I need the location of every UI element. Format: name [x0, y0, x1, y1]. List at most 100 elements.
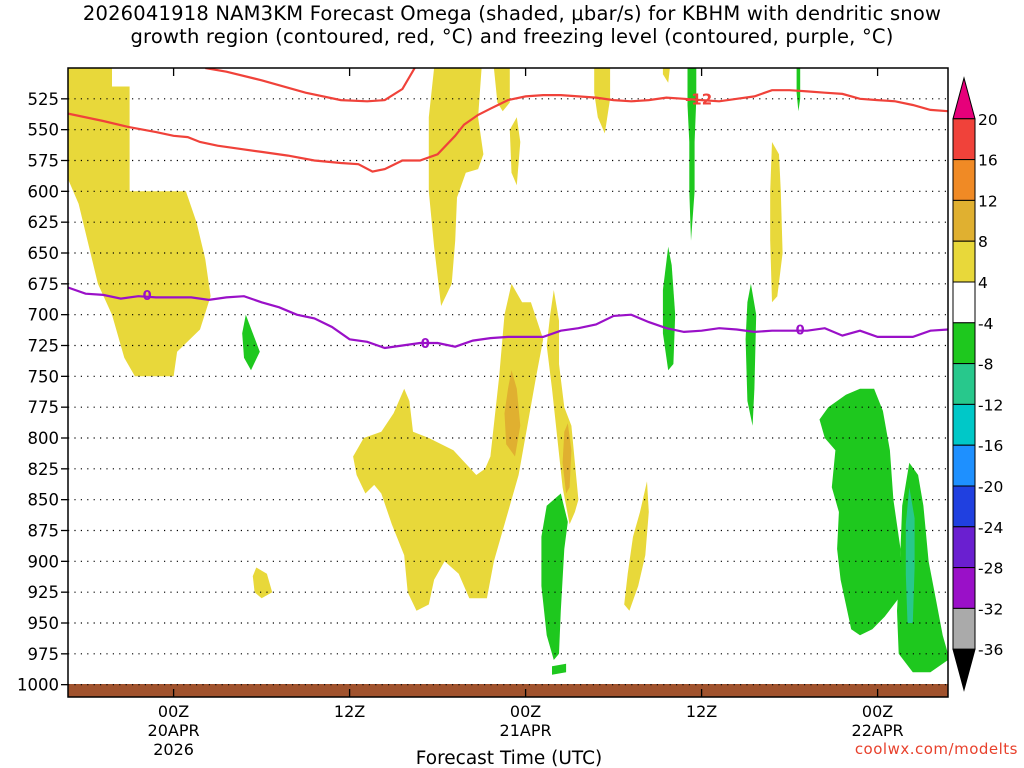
y-tick-label: 900	[28, 552, 60, 571]
colorbar-bin	[952, 526, 976, 569]
x-tick-label: 00Z	[862, 702, 893, 721]
y-tick-label: 725	[28, 337, 60, 356]
omega-region	[897, 462, 948, 673]
x-tick-label: 00Z	[510, 702, 541, 721]
y-tick-label: 950	[28, 614, 60, 633]
y-tick-label: 975	[28, 645, 60, 664]
colorbar-bin	[952, 159, 976, 201]
colorbar-label: -16	[978, 437, 1003, 455]
colorbar-label: -28	[978, 560, 1003, 578]
x-tick-label: 00Z	[158, 702, 189, 721]
dgz-label: -12	[685, 90, 712, 108]
colorbar-bin	[952, 363, 976, 405]
freezing-level-label: 0	[421, 337, 430, 352]
ground-strip	[68, 684, 948, 697]
y-tick-label: 675	[28, 275, 60, 294]
colorbar-bin	[952, 444, 976, 487]
omega-region	[819, 388, 901, 636]
colorbar-bin	[952, 485, 976, 528]
omega-region	[242, 314, 260, 371]
dgz-contour	[205, 68, 416, 103]
colorbar: 20 16 12 8 4 -4 -8 -12 -16 -20 -24 -28 -32 -36	[952, 76, 1003, 692]
x-tick-label: 12Z	[686, 702, 717, 721]
y-tick-label: 1000	[17, 676, 59, 695]
colorbar-label: 4	[978, 274, 988, 292]
omega-region	[541, 493, 568, 660]
omega-region	[353, 283, 544, 611]
title-line-2: growth region (contoured, red, °C) and f…	[130, 25, 894, 48]
colorbar-bin	[952, 567, 976, 609]
colorbar-bin	[952, 322, 976, 365]
y-tick-label: 525	[28, 90, 60, 109]
omega-region	[796, 68, 801, 112]
y-tick-label: 825	[28, 460, 60, 479]
x-tick-date: 20APR	[148, 721, 200, 740]
ground-layer	[68, 684, 948, 697]
x-tick-year: 2026	[153, 740, 194, 759]
omega-shading	[68, 68, 948, 675]
y-tick-label: 800	[28, 429, 60, 448]
title-line-1: 2026041918 NAM3KM Forecast Omega (shaded…	[82, 2, 942, 25]
y-tick-label: 775	[28, 398, 60, 417]
omega-region	[624, 481, 649, 611]
colorbar-bottom-arrow	[952, 648, 976, 692]
omega-region	[504, 370, 521, 457]
colorbar-label: -32	[978, 600, 1003, 618]
freezing-level-label: 0	[143, 289, 152, 304]
omega-region	[770, 142, 783, 303]
colorbar-label: -8	[978, 356, 993, 374]
colorbar-bin	[952, 403, 976, 446]
contour-lines: -12 0 0 0	[68, 68, 948, 352]
colorbar-bin	[952, 281, 976, 324]
colorbar-label: -20	[978, 478, 1003, 496]
y-tick-label: 875	[28, 522, 60, 541]
omega-region	[428, 68, 484, 306]
colorbar-label: 12	[978, 192, 998, 210]
plot-frame	[67, 67, 949, 698]
omega-region	[252, 567, 273, 599]
colorbar-bin	[952, 118, 976, 161]
colorbar-bin	[952, 199, 976, 242]
omega-region	[662, 246, 676, 371]
freezing-level-label: 0	[796, 323, 805, 338]
colorbar-label: -12	[978, 396, 1003, 414]
dgz-contour	[68, 89, 948, 173]
x-tick-label: 12Z	[334, 702, 365, 721]
x-axis-label: Forecast Time (UTC)	[416, 748, 602, 768]
x-tick-date: 22APR	[852, 721, 904, 740]
colorbar-bin	[952, 240, 976, 283]
colorbar-label: 20	[978, 111, 998, 129]
colorbar-label: -36	[978, 641, 1003, 659]
site-credit[interactable]: coolwx.com/modelts	[854, 740, 1018, 758]
y-tick-label: 550	[28, 121, 60, 140]
y-axis-ticks: 525 550 575 600 625 650 675 700 725 750 775 800 825 8…	[17, 90, 68, 695]
omega-region	[509, 117, 521, 186]
colorbar-label: -4	[978, 315, 993, 333]
colorbar-label: 16	[978, 152, 998, 170]
y-tick-label: 925	[28, 583, 60, 602]
omega-region	[745, 283, 757, 426]
omega-region	[687, 68, 697, 241]
y-tick-label: 625	[28, 213, 60, 232]
colorbar-label: 8	[978, 233, 988, 251]
omega-region	[552, 663, 567, 675]
freezing-level-line	[68, 286, 948, 350]
y-tick-label: 700	[28, 306, 60, 325]
omega-region	[662, 68, 670, 83]
x-tick-date: 21APR	[500, 721, 552, 740]
y-tick-label: 600	[28, 182, 60, 201]
colorbar-bin	[952, 607, 976, 650]
colorbar-top-arrow	[952, 76, 976, 120]
y-tick-label: 850	[28, 491, 60, 510]
omega-region	[594, 68, 611, 134]
y-tick-label: 650	[28, 244, 60, 263]
colorbar-label: -24	[978, 519, 1003, 537]
y-tick-label: 750	[28, 367, 60, 386]
chart-title: 2026041918 NAM3KM Forecast Omega (shaded…	[0, 2, 1024, 48]
plot-border	[67, 67, 949, 698]
y-tick-label: 575	[28, 152, 60, 171]
omega-region	[562, 423, 572, 494]
omega-region	[905, 487, 915, 623]
